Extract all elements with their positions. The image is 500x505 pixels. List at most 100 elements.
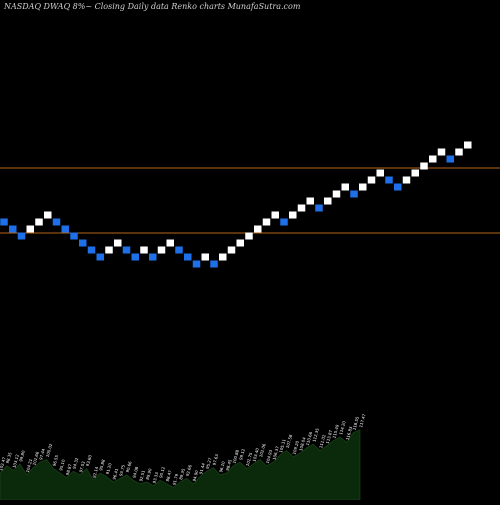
volume-data-label: 96.41 [111,467,119,480]
renko-brick-up [271,211,279,219]
renko-brick-down [385,176,393,184]
volume-data-label: 93.33 [151,471,159,484]
volume-data-label: 99.12 [238,448,246,461]
renko-brick-up [26,225,34,233]
renko-brick-up [332,190,341,198]
volume-data-label: 92.51 [138,469,146,482]
renko-brick-down [70,232,78,240]
volume-data-label: 108.04 [298,436,307,451]
volume-data-label: 102.47 [0,456,7,471]
volume-data-label: 97.03 [78,460,86,473]
volume-data-label: 103.12 [11,453,20,468]
volume-data-label: 95.88 [98,458,106,471]
volume-data-label: 93.60 [85,454,93,467]
volume-data-label: 104.93 [265,449,274,464]
volume-data-label: 114.20 [338,420,347,435]
volume-data-label: 94.32 [71,457,79,470]
renko-brick-up [429,155,437,163]
renko-brick-up [376,169,384,177]
renko-brick-down [9,225,17,233]
volume-data-label: 113.87 [325,429,334,444]
renko-brick-up [455,148,463,156]
volume-data-label: 98.45 [225,458,233,471]
renko-brick-up [140,246,148,254]
renko-brick-down [0,218,8,226]
volume-data-label: 88.47 [165,469,173,482]
renko-brick-up [245,232,253,240]
volume-data-label: 115.49 [331,424,340,439]
volume-data-label: 91.79 [171,473,179,486]
volume-data-label: 116.83 [345,425,354,440]
renko-brick-up [166,239,174,247]
renko-bricks [0,141,472,268]
renko-brick-up [262,218,271,226]
volume-data-label: 93.75 [118,464,126,477]
volume-data-label: 102.06 [258,443,267,458]
volume-data-label: 92.14 [91,466,99,479]
volume-data-label: 91.44 [198,462,206,475]
renko-brick-up [289,211,297,219]
renko-brick-up [114,239,122,247]
renko-brick-up [254,225,262,233]
renko-brick-up [359,183,367,191]
volume-data-label: 104.21 [25,458,34,473]
volume-data-label: 100.88 [231,449,240,464]
volume-data-label: 101.66 [31,451,40,466]
volume-data-label: 111.02 [318,434,327,449]
renko-brick-up [367,176,376,184]
renko-brick-up [44,211,52,219]
volume-area: 102.4798.35103.1299.80104.21101.6697.441… [0,413,367,501]
volume-data-label: 97.44 [38,448,46,461]
volume-data-label: 98.35 [5,451,13,464]
volume-data-label: 118.55 [351,416,360,431]
volume-data-label: 106.37 [271,445,280,460]
renko-brick-up [437,148,446,156]
volume-data-label: 101.75 [245,452,254,467]
volume-data-label: 95.27 [205,457,213,470]
renko-brick-up [306,197,314,205]
renko-brick-up [297,204,306,212]
renko-brick-down [96,253,104,261]
renko-brick-down [446,155,454,163]
volume-data-label: 110.66 [305,431,314,446]
volume-data-label: 89.35 [178,467,186,480]
volume-data-label: 94.90 [191,469,199,482]
volume-data-label: 94.08 [131,466,139,479]
renko-brick-up [324,197,332,205]
volume-data-label: 109.20 [291,440,300,455]
volume-data-label: 105.11 [278,438,287,453]
volume-data-label: 92.66 [185,464,193,477]
renko-brick-up [227,246,236,254]
volume-data-label: 95.10 [58,458,66,471]
renko-brick-up [105,246,113,254]
renko-brick-up [236,239,244,247]
renko-brick-up [219,253,227,261]
volume-data-label: 89.90 [145,467,153,480]
renko-brick-up [341,183,349,191]
renko-brick-down [131,253,139,261]
volume-data-label: 103.40 [251,447,260,462]
renko-brick-down [87,246,96,254]
volume-area-shape [0,429,361,501]
renko-brick-up [411,169,419,177]
renko-brick-down [184,253,192,261]
renko-brick-down [175,246,183,254]
chart-title: NASDAQ DWAQ 8%~ Closing Daily data Renko… [4,2,301,11]
volume-data-label: 96.10 [218,460,226,473]
renko-brick-down [149,253,157,261]
renko-brick-up [201,253,209,261]
renko-brick-up [35,218,43,226]
renko-brick-down [315,204,323,212]
renko-brick-down [394,183,402,191]
renko-brick-down [61,225,69,233]
renko-brick-down [79,239,87,247]
volume-data-label: 99.80 [18,449,26,462]
renko-brick-down [122,246,131,254]
renko-brick-up [157,246,166,254]
renko-brick-down [192,260,201,268]
volume-data-label: 107.58 [285,434,294,449]
volume-data-label: 90.66 [125,460,133,473]
volume-data-label: 91.20 [105,462,113,475]
volume-data-label: 100.02 [45,443,54,458]
